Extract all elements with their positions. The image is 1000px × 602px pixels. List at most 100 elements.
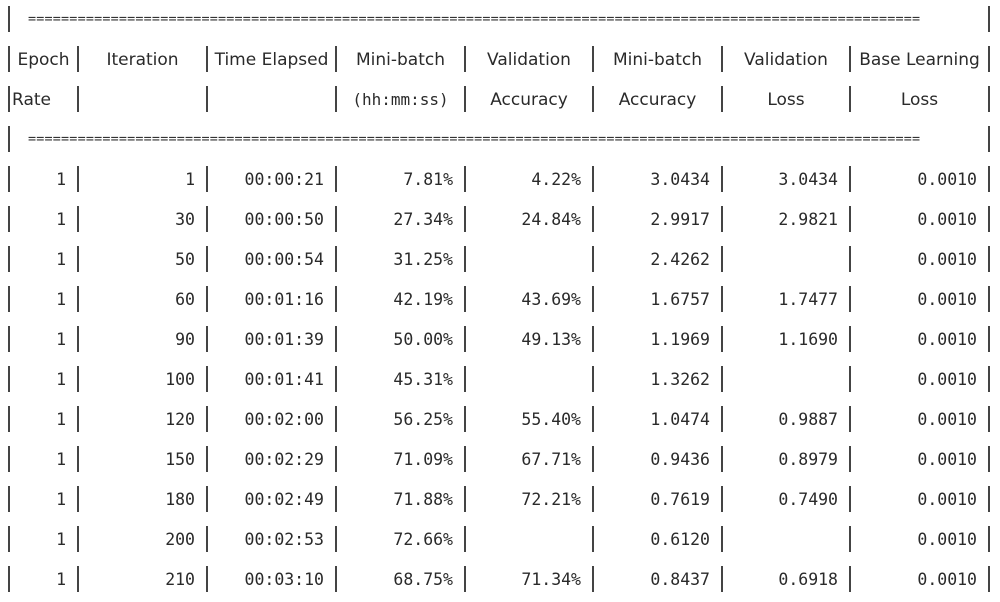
cell-validation-loss: 0.9887 — [778, 410, 838, 429]
cell-minibatch-accuracy: 68.75% — [393, 570, 453, 589]
cell-validation-accuracy: 4.22% — [531, 170, 581, 189]
header-iteration — [80, 80, 205, 120]
column-divider — [464, 566, 466, 592]
column-divider — [335, 206, 337, 232]
column-divider — [335, 166, 337, 192]
column-divider — [8, 526, 10, 552]
column-divider — [206, 86, 208, 112]
cell-minibatch-accuracy: 50.00% — [393, 330, 453, 349]
column-divider — [849, 366, 851, 392]
column-divider — [988, 246, 990, 272]
header-validation-accuracy: Accuracy — [490, 90, 568, 110]
header-validation-loss: Loss — [767, 90, 805, 110]
cell-base-learning-rate: 0.0010 — [917, 290, 977, 309]
column-divider — [335, 86, 337, 112]
column-divider — [464, 86, 466, 112]
column-divider — [8, 446, 10, 472]
column-divider — [206, 286, 208, 312]
column-divider — [335, 486, 337, 512]
column-divider — [464, 326, 466, 352]
column-divider — [721, 166, 723, 192]
cell-base-learning-rate: 0.0010 — [917, 490, 977, 509]
cell-base-learning-rate: 0.0010 — [917, 170, 977, 189]
cell-minibatch-loss: 0.8437 — [650, 570, 710, 589]
column-divider — [464, 366, 466, 392]
cell-iteration: 120 — [165, 410, 195, 429]
column-divider — [721, 246, 723, 272]
column-divider — [335, 446, 337, 472]
column-divider — [849, 566, 851, 592]
cell-epoch: 1 — [56, 410, 66, 429]
table-row: 1 50 00:00:54 31.25% 2.4262 0.0010 — [0, 240, 1000, 280]
cell-iteration: 60 — [175, 290, 195, 309]
column-divider — [721, 286, 723, 312]
cell-minibatch-loss: 0.6120 — [650, 530, 710, 549]
column-divider — [721, 366, 723, 392]
column-divider — [8, 366, 10, 392]
column-divider — [77, 286, 79, 312]
column-divider — [464, 46, 466, 72]
cell-minibatch-loss: 0.7619 — [650, 490, 710, 509]
cell-validation-loss: 1.1690 — [778, 330, 838, 349]
header-row: Epoch Iteration Time Elapsed Mini-batch Vali… — [0, 40, 1000, 80]
border-bar — [988, 126, 990, 152]
cell-time-elapsed: 00:03:10 — [244, 570, 324, 589]
cell-validation-loss — [724, 240, 838, 280]
column-divider — [988, 286, 990, 312]
header-minibatch-loss: Accuracy — [618, 90, 697, 110]
cell-validation-accuracy: 49.13% — [521, 330, 581, 349]
header-minibatch-accuracy: (hh:mm:ss) — [352, 90, 449, 109]
column-divider — [849, 526, 851, 552]
column-divider — [8, 206, 10, 232]
border-bar — [988, 6, 990, 32]
header-base-learning-rate: Loss — [900, 90, 939, 110]
column-divider — [849, 86, 851, 112]
cell-epoch: 1 — [56, 370, 66, 389]
cell-validation-loss: 0.7490 — [778, 490, 838, 509]
column-divider — [592, 406, 594, 432]
cell-base-learning-rate: 0.0010 — [917, 370, 977, 389]
header-minibatch-loss: Mini-batch — [612, 50, 703, 70]
cell-minibatch-loss: 1.1969 — [650, 330, 710, 349]
cell-iteration: 180 — [165, 490, 195, 509]
column-divider — [988, 366, 990, 392]
column-divider — [721, 46, 723, 72]
column-divider — [464, 526, 466, 552]
column-divider — [335, 406, 337, 432]
cell-minibatch-accuracy: 71.88% — [393, 490, 453, 509]
cell-iteration: 30 — [175, 210, 195, 229]
cell-base-learning-rate: 0.0010 — [917, 330, 977, 349]
header-separator: ========================================… — [0, 120, 1000, 160]
column-divider — [8, 86, 10, 112]
cell-validation-loss — [724, 520, 838, 560]
column-divider — [592, 526, 594, 552]
table-row: 1 150 00:02:29 71.09% 67.71% 0.9436 0.8979 0.00… — [0, 440, 1000, 480]
column-divider — [592, 246, 594, 272]
cell-epoch: 1 — [56, 250, 66, 269]
column-divider — [206, 486, 208, 512]
cell-base-learning-rate: 0.0010 — [917, 210, 977, 229]
column-divider — [988, 566, 990, 592]
column-divider — [721, 406, 723, 432]
column-divider — [988, 46, 990, 72]
cell-base-learning-rate: 0.0010 — [917, 570, 977, 589]
column-divider — [77, 46, 79, 72]
column-divider — [77, 366, 79, 392]
header-epoch: Rate — [12, 90, 51, 110]
column-divider — [77, 166, 79, 192]
column-divider — [77, 326, 79, 352]
cell-minibatch-loss: 3.0434 — [650, 170, 710, 189]
table-row: 1 60 00:01:16 42.19% 43.69% 1.6757 1.7477 0.001… — [0, 280, 1000, 320]
header-validation-accuracy: Validation — [487, 50, 571, 70]
cell-minibatch-accuracy: 27.34% — [393, 210, 453, 229]
cell-epoch: 1 — [56, 210, 66, 229]
column-divider — [206, 206, 208, 232]
column-divider — [8, 566, 10, 592]
cell-time-elapsed: 00:02:49 — [244, 490, 324, 509]
column-divider — [592, 486, 594, 512]
column-divider — [988, 486, 990, 512]
column-divider — [77, 486, 79, 512]
column-divider — [988, 166, 990, 192]
header-time-elapsed — [209, 80, 334, 120]
cell-minibatch-loss: 0.9436 — [650, 450, 710, 469]
